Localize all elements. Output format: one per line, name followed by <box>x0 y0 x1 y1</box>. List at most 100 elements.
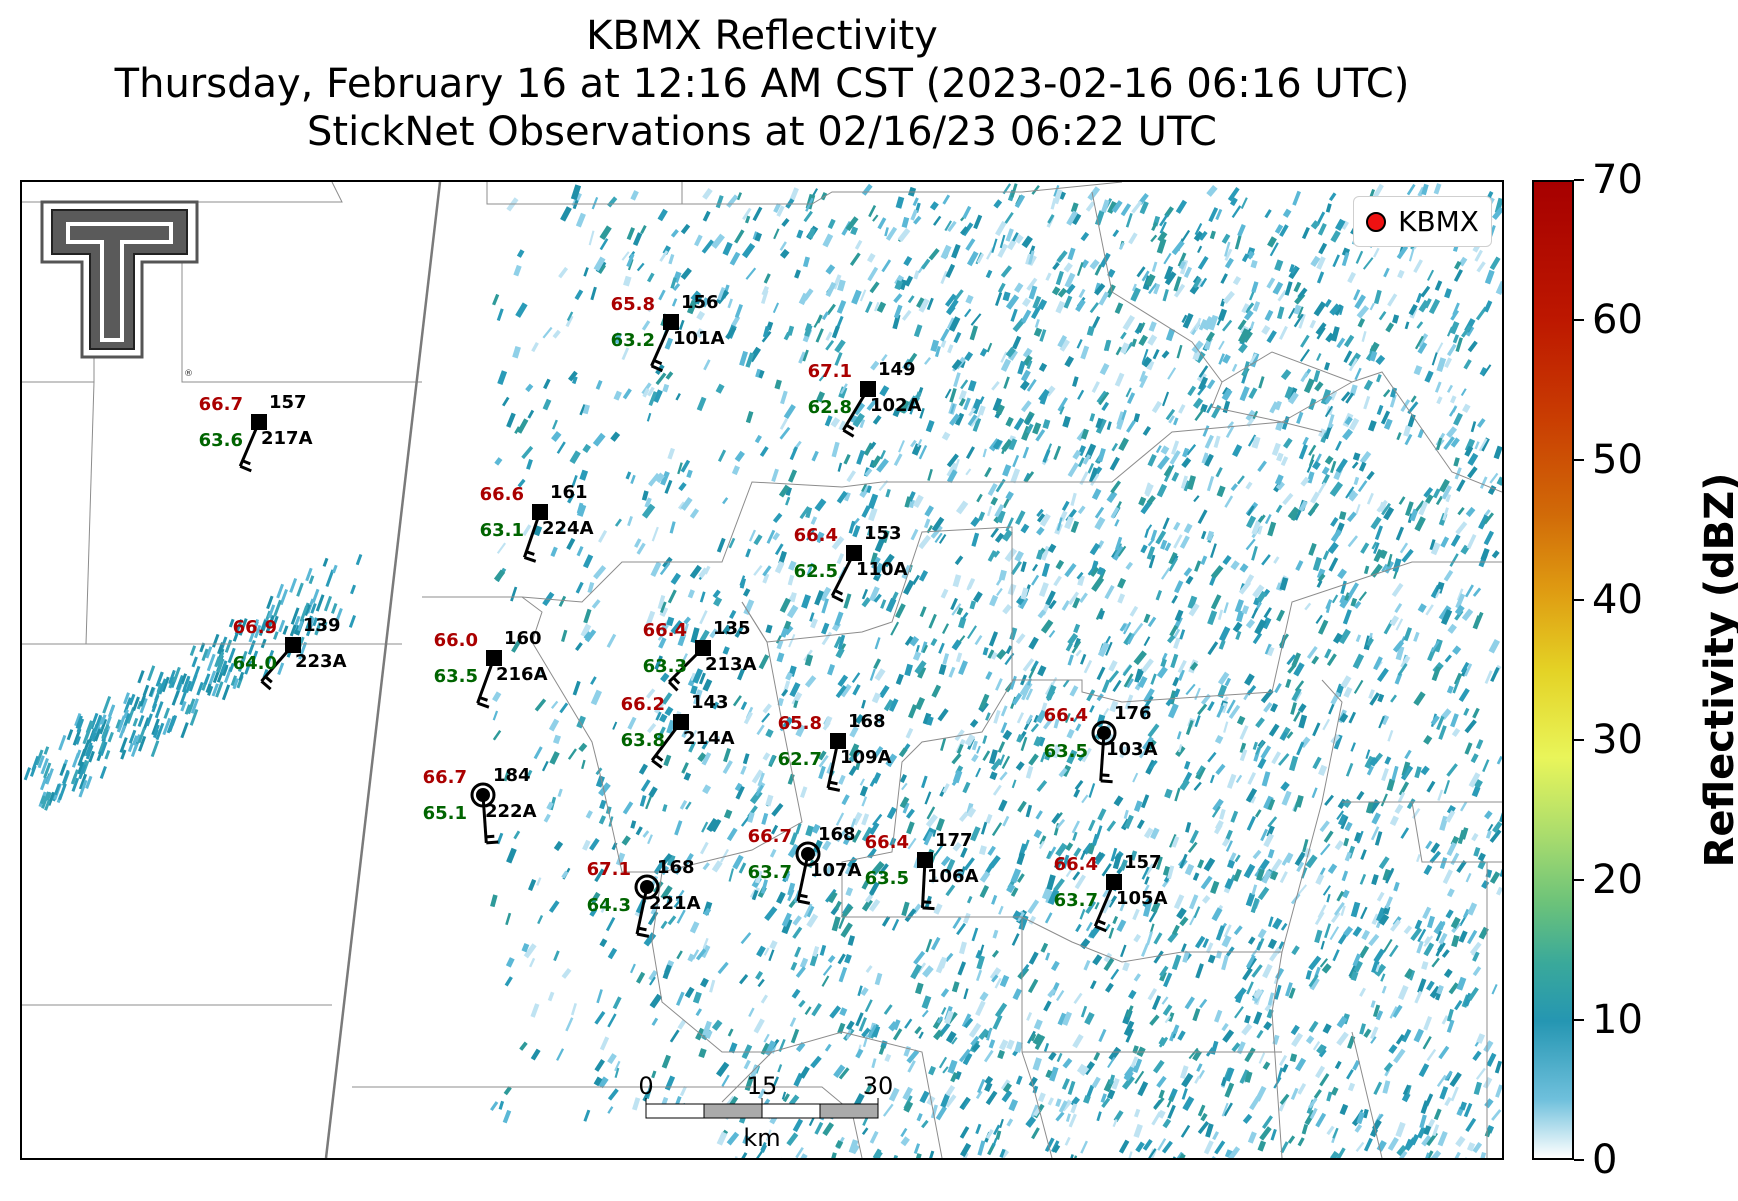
title-line-1: KBMX Reflectivity <box>586 13 938 59</box>
station-dewpoint: 65.1 <box>423 803 467 824</box>
station-dewpoint: 63.2 <box>611 330 655 351</box>
radar-map[interactable]: ® 65.8 156 63.2 101A 67.1 149 62.8 102A 66.7 157 6… <box>20 180 1504 1160</box>
station-marker-icon <box>663 314 679 330</box>
station-110a: 66.4 153 62.5 110A <box>794 523 908 603</box>
station-101a: 65.8 156 63.2 101A <box>611 292 725 373</box>
scale-tick-0: 0 <box>638 1072 653 1100</box>
station-dewpoint: 62.7 <box>778 749 822 770</box>
county-line <box>85 381 95 645</box>
station-id: 107A <box>810 860 862 881</box>
station-id: 222A <box>485 801 537 822</box>
county-line <box>1021 917 1053 1158</box>
station-dewpoint: 63.5 <box>434 666 478 687</box>
sticknet-stations: 65.8 156 63.2 101A 67.1 149 62.8 102A 66.7 157 63.… <box>199 292 1168 938</box>
county-line <box>1411 801 1502 863</box>
county-line <box>1271 679 1343 1158</box>
county-line <box>521 596 803 873</box>
station-id: 109A <box>840 747 892 768</box>
colorbar-tick-mark <box>1574 459 1584 461</box>
station-marker-icon <box>830 733 846 749</box>
wind-barb-flag <box>1097 919 1106 926</box>
wind-barb-flag <box>650 364 664 373</box>
station-wind-direction: 176 <box>1114 703 1152 724</box>
wind-barb-flag <box>798 893 808 899</box>
station-dewpoint: 63.5 <box>865 868 909 889</box>
station-temperature: 66.9 <box>233 617 277 638</box>
station-temperature: 66.2 <box>621 694 665 715</box>
county-line <box>181 202 422 383</box>
colorbar-tick-mark <box>1574 179 1584 181</box>
station-107a: 66.7 168 63.7 107A <box>748 824 862 905</box>
title-line-2: Thursday, February 16 at 12:16 AM CST (2… <box>114 61 1410 107</box>
wind-barb-flag <box>1100 779 1113 784</box>
wind-barb-flag <box>523 555 537 563</box>
station-dewpoint: 63.7 <box>748 862 792 883</box>
station-105a: 66.4 157 63.7 105A <box>1054 852 1168 933</box>
wind-barb-flag <box>242 459 251 466</box>
wind-barb-flag <box>797 899 811 905</box>
colorbar-tick-label: 60 <box>1592 297 1643 343</box>
station-wind-direction: 177 <box>935 830 973 851</box>
station-marker-icon <box>846 545 862 561</box>
colorbar-title: Reflectivity (dBZ) <box>1697 472 1738 868</box>
county-boundaries <box>22 182 1502 1158</box>
plot-title: KBMX Reflectivity Thursday, February 16 … <box>20 12 1504 156</box>
station-224a: 66.6 161 63.1 224A <box>480 482 594 563</box>
station-temperature: 66.4 <box>865 832 909 853</box>
station-temperature: 66.6 <box>480 484 524 505</box>
station-dewpoint: 63.5 <box>1044 741 1088 762</box>
wind-barb-flag <box>1094 924 1107 933</box>
wind-barb-flag <box>672 676 681 685</box>
station-dewpoint: 63.1 <box>480 520 524 541</box>
wind-barb-flag <box>654 754 664 762</box>
station-marker-icon <box>917 852 933 868</box>
station-temperature: 66.7 <box>748 826 792 847</box>
county-line <box>1211 381 1353 423</box>
wind-barb-flag <box>637 926 647 932</box>
wind-barb-flag <box>479 696 489 702</box>
station-temperature: 65.8 <box>611 294 655 315</box>
county-line <box>682 182 1123 205</box>
county-line <box>422 421 1323 603</box>
county-line <box>741 526 1502 703</box>
colorbar-tick-mark <box>1574 1019 1584 1021</box>
colorbar-tick-mark <box>1574 599 1584 601</box>
map-legend: KBMX <box>1353 196 1492 247</box>
colorbar-tick-label: 50 <box>1592 437 1643 483</box>
station-213a: 66.4 135 63.3 213A <box>643 618 757 692</box>
station-222a: 66.7 184 65.1 222A <box>423 765 537 845</box>
station-wind-direction: 157 <box>1124 852 1162 873</box>
station-temperature: 65.8 <box>778 713 822 734</box>
station-marker-icon <box>1106 874 1122 890</box>
station-wind-direction: 168 <box>848 711 886 732</box>
scale-segment <box>819 1103 879 1119</box>
station-wind-direction: 160 <box>504 628 542 649</box>
station-temperature: 66.4 <box>643 620 687 641</box>
wind-barb-flag <box>845 423 855 431</box>
wind-barb-flag <box>1100 773 1110 777</box>
wind-barb-flag <box>636 932 650 938</box>
colorbar-tick-label: 0 <box>1592 1137 1618 1183</box>
colorbar-tick-mark <box>1574 319 1584 321</box>
county-line <box>352 1086 863 1158</box>
county-line <box>721 1051 773 1103</box>
scale-segment <box>761 1103 821 1119</box>
station-wind-direction: 168 <box>818 824 856 845</box>
station-id: 217A <box>261 428 313 449</box>
station-wind-direction: 157 <box>269 392 307 413</box>
scale-bar: 0 15 30 km <box>638 1072 893 1152</box>
wind-barb <box>635 886 649 935</box>
station-102a: 67.1 149 62.8 102A <box>808 359 922 438</box>
wind-barb <box>796 853 810 902</box>
wind-barb-flag <box>486 840 499 845</box>
wind-barb-flag <box>834 589 844 596</box>
station-id: 103A <box>1106 739 1158 760</box>
station-wind-direction: 184 <box>493 765 531 786</box>
station-marker-icon <box>695 640 711 656</box>
title-line-3: StickNet Observations at 02/16/23 06:22 … <box>307 109 1217 155</box>
wind-barb <box>1099 732 1106 782</box>
county-line <box>1091 191 1502 493</box>
scale-unit: km <box>743 1124 780 1152</box>
calm-wind-icon <box>470 782 496 808</box>
